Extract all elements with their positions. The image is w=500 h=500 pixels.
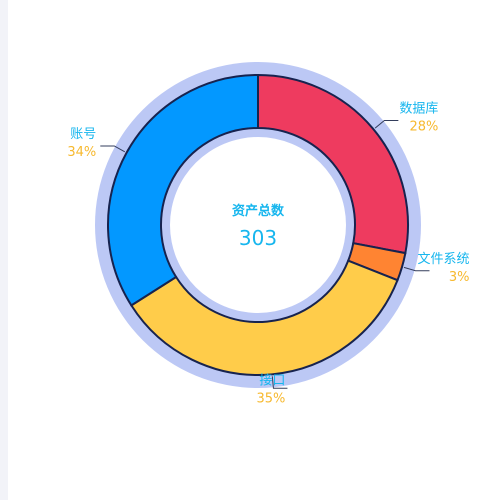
left-edge-strip xyxy=(0,0,8,500)
donut-hole xyxy=(170,137,346,313)
leader-lines-layer xyxy=(100,119,430,389)
slice-label-percent-2: 35% xyxy=(257,391,286,406)
slice-0[interactable] xyxy=(257,73,409,255)
leader-line-1 xyxy=(403,266,430,272)
slice-label-name-2: 接口 xyxy=(259,372,285,388)
slice-label-percent-0: 28% xyxy=(409,119,438,134)
slice-label-name-1: 文件系统 xyxy=(417,252,469,267)
slice-label-percent-1: 3% xyxy=(449,270,470,285)
center-title: 资产总数 xyxy=(232,203,285,219)
leader-line-3 xyxy=(100,145,126,153)
slices-layer xyxy=(107,73,409,376)
slice-3[interactable] xyxy=(107,73,259,307)
slice-label-name-0: 数据库 xyxy=(399,100,438,116)
labels-layer: 数据库 28% 文件系统 3% 接口 35% 账号 34% xyxy=(67,100,469,406)
slice-label-percent-3: 34% xyxy=(67,145,96,160)
leader-line-0 xyxy=(374,119,399,129)
center-value: 303 xyxy=(239,226,277,250)
leader-line-2 xyxy=(271,376,288,389)
slice-label-name-3: 账号 xyxy=(70,127,96,142)
slice-2[interactable] xyxy=(129,259,399,376)
